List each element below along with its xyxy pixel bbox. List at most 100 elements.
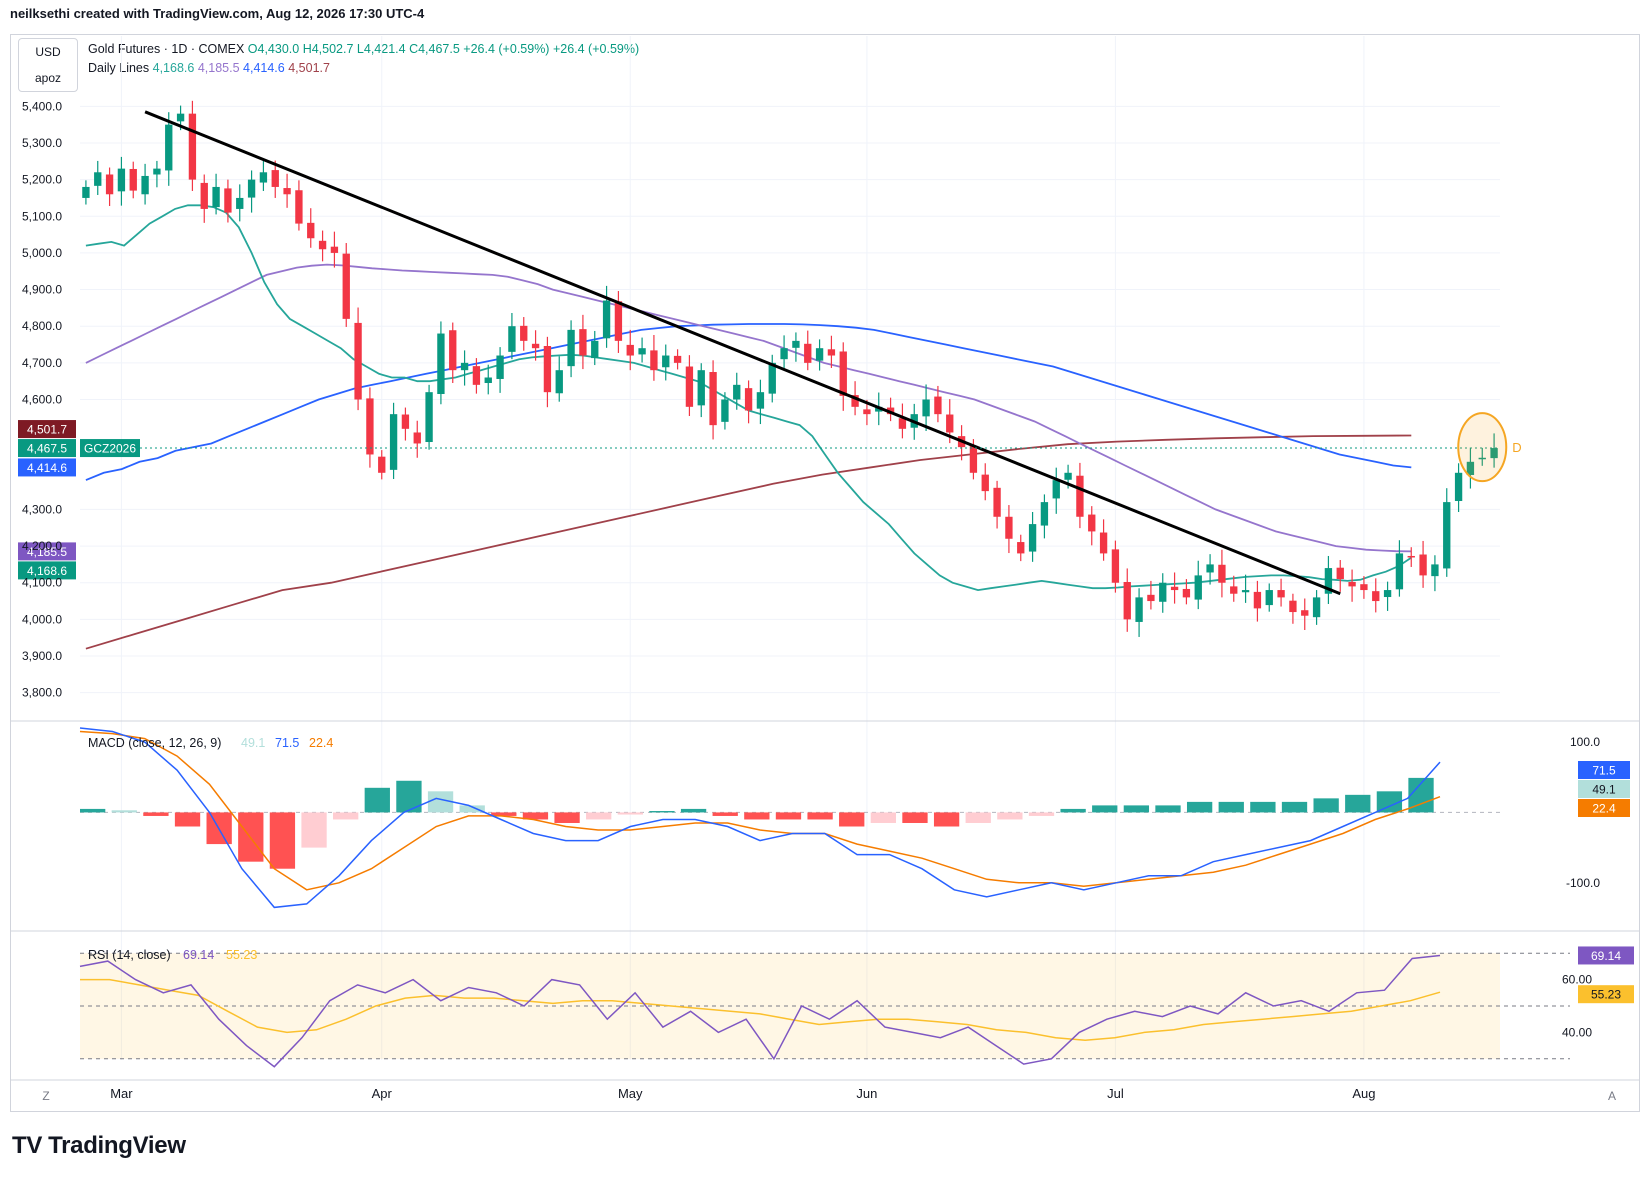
candle-body xyxy=(82,186,90,198)
scale-box[interactable]: USD apoz xyxy=(18,38,78,92)
macd-hist-bar xyxy=(111,810,137,813)
macd-hist-bar xyxy=(301,812,327,848)
macd-legend-signal: 22.4 xyxy=(309,736,333,750)
signal-line xyxy=(79,730,1441,891)
candle-body xyxy=(815,348,824,361)
candle-body xyxy=(188,113,197,180)
candle-body xyxy=(709,372,717,426)
trendline xyxy=(144,110,1341,596)
macd-value-text: 22.4 xyxy=(1592,802,1616,816)
brand-name: TradingView xyxy=(48,1132,186,1159)
macd-legend-macd: 71.5 xyxy=(275,736,299,750)
candle-body xyxy=(579,329,587,356)
y-tick-label: 4,000.0 xyxy=(22,612,62,626)
candle-body xyxy=(863,409,871,415)
x-tick-label: May xyxy=(618,1086,643,1101)
macd-y-tick: -100.0 xyxy=(1566,876,1600,890)
ma50-line xyxy=(85,263,1412,553)
candle-body xyxy=(1028,524,1037,552)
macd-hist-bar xyxy=(1155,805,1181,813)
candle-body xyxy=(354,322,362,400)
candle-body xyxy=(531,343,540,349)
candle-body xyxy=(993,487,1001,517)
symbol-tag: GCZ2026 xyxy=(84,442,136,456)
macd-hist-bar xyxy=(333,812,359,820)
candle-body xyxy=(1265,590,1273,606)
rsi-legend-value: 69.14 xyxy=(183,948,214,962)
macd-hist-bar xyxy=(1028,812,1055,816)
candle-body xyxy=(224,188,232,213)
candle-body xyxy=(259,172,268,183)
candle-body xyxy=(1230,586,1238,594)
candle-body xyxy=(1383,590,1392,598)
y-tick-label: 5,000.0 xyxy=(22,246,62,260)
candle-body xyxy=(898,418,907,429)
candle-body xyxy=(1135,597,1143,622)
candle-body xyxy=(1301,610,1309,616)
rsi-y-tick: 40.00 xyxy=(1562,1025,1592,1039)
candle-body xyxy=(662,355,670,368)
rsi-value-box xyxy=(1578,946,1634,965)
candle-body xyxy=(342,253,350,319)
price-label-box xyxy=(18,561,76,580)
line-value-200: 4,501.7 xyxy=(288,61,330,75)
candle-body xyxy=(981,474,989,492)
candle-body xyxy=(1182,588,1191,598)
rsi-value-text: 69.14 xyxy=(1591,949,1621,963)
tv-logo-icon: TV xyxy=(12,1132,43,1159)
macd-hist-bar xyxy=(174,812,201,827)
macd-hist-bar xyxy=(1218,801,1244,813)
y-tick-label: 4,800.0 xyxy=(22,319,62,333)
lines-title: Daily Lines xyxy=(88,61,150,75)
candle-body xyxy=(165,124,173,171)
candle-body xyxy=(543,345,552,393)
macd-hist-bar xyxy=(807,812,833,820)
candle-body xyxy=(508,326,516,352)
macd-hist-bar xyxy=(680,808,707,813)
macd-hist-bar xyxy=(1123,805,1150,813)
candle-body xyxy=(567,329,575,367)
rsi-value-text: 55.23 xyxy=(1591,988,1621,1002)
x-tick-label: Apr xyxy=(372,1086,393,1101)
candle-body xyxy=(129,168,137,191)
candle-body xyxy=(366,398,374,455)
y-tick-label: 5,400.0 xyxy=(22,99,62,113)
macd-value-text: 71.5 xyxy=(1592,764,1616,778)
macd-hist-bar xyxy=(1092,805,1118,813)
macd-hist-bar xyxy=(617,812,643,815)
line-value-50: 4,185.5 xyxy=(197,61,240,75)
candle-body xyxy=(1218,564,1226,583)
candle-body xyxy=(685,366,694,407)
macd-hist-bar xyxy=(902,812,928,823)
x-tick-label: Jul xyxy=(1107,1086,1124,1101)
candle-body xyxy=(922,399,930,417)
macd-hist-bar xyxy=(965,812,991,823)
macd-hist-bar xyxy=(491,812,517,816)
macd-hist-bar xyxy=(554,812,580,823)
macd-hist-bar xyxy=(396,780,422,813)
candle-body xyxy=(1076,475,1084,517)
candle-body xyxy=(756,392,765,409)
candle-body xyxy=(437,333,445,394)
macd-value-text: 49.1 xyxy=(1592,783,1616,797)
candle-body xyxy=(105,174,114,195)
bottom-right-button: A xyxy=(1608,1089,1616,1103)
candle-body xyxy=(1241,590,1250,593)
macd-hist-bar xyxy=(933,812,960,827)
macd-line xyxy=(79,727,1441,909)
candle-body xyxy=(330,246,339,253)
macd-hist-bar xyxy=(143,812,169,816)
candle-body xyxy=(1040,502,1049,526)
candle-body xyxy=(389,414,398,470)
price-label-box xyxy=(18,420,76,439)
macd-hist-bar xyxy=(80,808,106,813)
ma100-line xyxy=(85,323,1412,481)
y-tick-label: 3,900.0 xyxy=(22,649,62,663)
candle-body xyxy=(827,349,836,356)
y-tick-label: 4,600.0 xyxy=(22,392,62,406)
bottom-left-button: Z xyxy=(42,1089,49,1103)
candle-body xyxy=(1324,568,1333,594)
candle-body xyxy=(1407,555,1415,558)
candle-body xyxy=(318,240,327,250)
